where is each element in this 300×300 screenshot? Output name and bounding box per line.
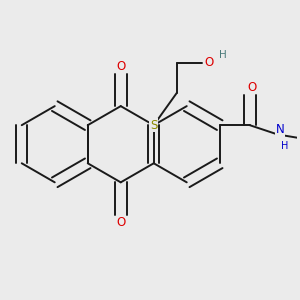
Text: O: O (116, 216, 125, 229)
Text: O: O (116, 60, 125, 74)
Text: O: O (248, 81, 257, 94)
Text: H: H (281, 141, 288, 151)
Text: N: N (275, 123, 284, 136)
Text: H: H (219, 50, 227, 60)
Text: S: S (150, 119, 158, 132)
Text: O: O (205, 56, 214, 69)
